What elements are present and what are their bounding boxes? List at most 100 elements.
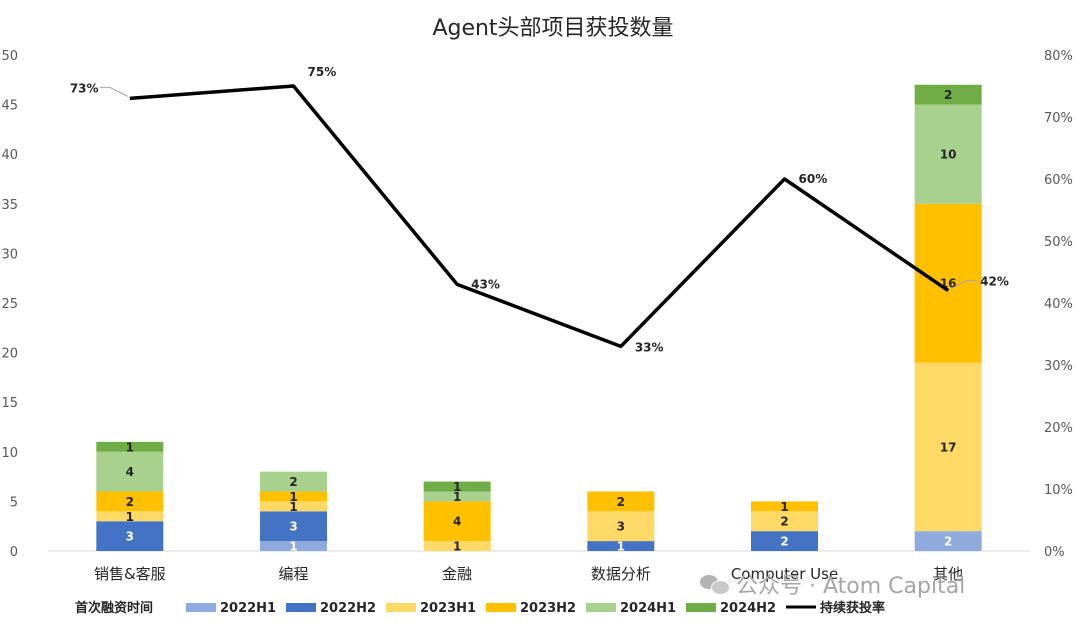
y2-tick-label: 30% <box>1044 359 1073 374</box>
y-tick-label: 50 <box>1 49 18 64</box>
y2-tick-label: 50% <box>1044 235 1073 250</box>
bar-segment <box>260 541 327 551</box>
legend-label: 2024H1 <box>620 601 676 616</box>
data-label: 2 <box>780 515 788 529</box>
y2-tick-label: 70% <box>1044 111 1073 126</box>
data-label: 1 <box>453 540 461 554</box>
data-label: 17 <box>940 440 957 454</box>
bar-segment <box>96 511 164 522</box>
legend-label: 2023H2 <box>520 601 576 616</box>
legend-swatch <box>286 603 316 612</box>
data-label: 3 <box>126 530 134 544</box>
legend-swatch <box>386 603 416 612</box>
data-label: 2 <box>780 535 788 549</box>
data-label: 3 <box>289 520 297 534</box>
data-label: 1 <box>453 480 461 494</box>
data-label: 1 <box>289 500 297 514</box>
legend: 首次融资时间 2022H1 2022H2 2023H1 2023H2 2024H1 2024… <box>75 600 885 616</box>
bar-segment <box>914 362 982 532</box>
data-label: 10 <box>940 148 957 162</box>
data-label: 1 <box>126 510 134 524</box>
y-tick-label: 40 <box>1 148 18 163</box>
bar-segment <box>914 531 982 551</box>
bar-segment <box>423 541 491 551</box>
bar-segment <box>751 511 818 532</box>
x-tick-label: Computer Use <box>731 565 838 583</box>
bar-segment <box>587 541 655 551</box>
bar-segment <box>260 471 327 492</box>
bar-segment <box>587 491 655 512</box>
watermark: 公众号 · Atom Capital <box>700 568 965 600</box>
bar-segment <box>260 511 327 542</box>
chart-title: Agent头部项目获投数量 <box>432 16 673 41</box>
legend-swatch <box>586 603 616 612</box>
data-label: 1 <box>126 440 134 454</box>
legend-label: 2023H1 <box>420 601 476 616</box>
data-label: 1 <box>289 490 297 504</box>
data-label: 1 <box>780 500 788 514</box>
data-label: 4 <box>453 515 461 529</box>
legend-swatch <box>686 603 716 612</box>
wechat-icon <box>700 573 730 595</box>
x-tick-label: 编程 <box>278 565 308 583</box>
y-tick-label: 0 <box>10 545 18 560</box>
data-label: 1 <box>617 540 625 554</box>
legend-label: 2022H2 <box>320 601 376 616</box>
y2-tick-label: 10% <box>1044 483 1073 498</box>
leader-line <box>99 86 129 97</box>
bar-segment <box>96 521 164 551</box>
y-tick-label: 5 <box>10 495 18 510</box>
data-label: 1 <box>453 490 461 504</box>
data-label: 2 <box>617 495 625 509</box>
bar-segment <box>751 501 818 512</box>
data-label: 2 <box>126 495 134 509</box>
y2-tick-label: 40% <box>1044 297 1073 312</box>
legend-swatch <box>186 603 216 612</box>
data-label: 2 <box>944 535 952 549</box>
bar-segment <box>96 451 164 492</box>
y-tick-label: 25 <box>1 297 18 312</box>
axes: 0 5 10 15 20 25 30 35 40 45 50 0% 10% 20% 30% 40% 50% 60%… <box>1 49 1072 583</box>
bar-segment <box>914 203 982 363</box>
bar-segment <box>914 84 982 105</box>
line-data-label: 73% <box>70 81 99 95</box>
y2-tick-label: 0% <box>1044 545 1065 560</box>
line-data-label: 42% <box>980 275 1009 289</box>
bar-segment <box>423 491 491 502</box>
line-data-label: 33% <box>635 340 664 354</box>
bar-segment <box>260 491 327 502</box>
x-tick-label: 销售&客服 <box>94 565 166 583</box>
legend-swatch <box>486 603 516 612</box>
y-tick-label: 30 <box>1 247 18 262</box>
y2-tick-label: 60% <box>1044 173 1073 188</box>
x-tick-label: 金融 <box>442 565 472 583</box>
x-tick-label: 其他 <box>933 565 963 583</box>
legend-label: 持续获投率 <box>820 600 885 616</box>
data-label: 2 <box>289 475 297 489</box>
line-data-label: 43% <box>471 277 500 291</box>
data-label: 1 <box>289 540 297 554</box>
bar-segment <box>96 491 164 512</box>
y-tick-label: 20 <box>1 347 18 362</box>
bar-segment <box>751 531 818 551</box>
bar-segment <box>587 511 655 542</box>
y-tick-label: 35 <box>1 198 18 213</box>
data-label: 4 <box>126 465 134 479</box>
legend-title: 首次融资时间 <box>75 600 153 616</box>
line-data-label: 60% <box>799 172 828 186</box>
legend-label: 2022H1 <box>220 601 276 616</box>
y2-tick-label: 80% <box>1044 49 1073 64</box>
leader-line <box>950 280 978 290</box>
bar-segment <box>423 501 491 542</box>
y-tick-label: 45 <box>1 99 18 114</box>
line-data-label: 75% <box>308 65 337 79</box>
watermark-text: 公众号 · Atom Capital <box>736 574 966 599</box>
y-tick-label: 15 <box>1 396 18 411</box>
legend-label: 2024H2 <box>720 601 776 616</box>
bar-segment <box>914 104 982 204</box>
y2-tick-label: 20% <box>1044 421 1073 436</box>
data-label: 3 <box>617 520 625 534</box>
x-tick-label: 数据分析 <box>591 565 651 583</box>
